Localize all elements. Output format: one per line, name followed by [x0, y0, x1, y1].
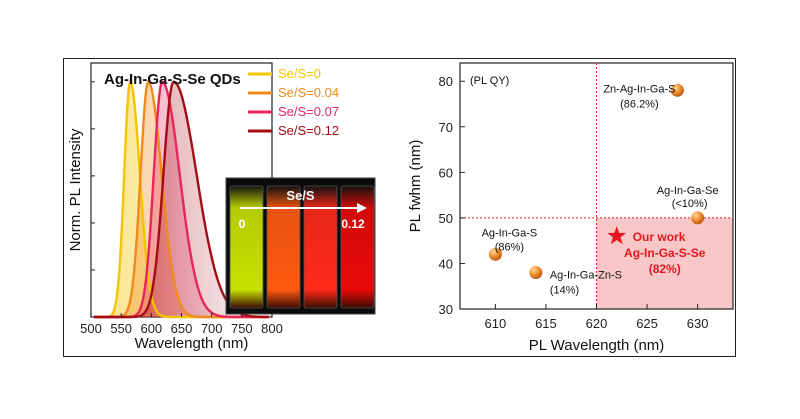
vials-photo-inset: Se/S 0 0.12 — [225, 177, 376, 315]
legend: Se/S=0 Se/S=0.04 Se/S=0.07 Se/S=0.12 — [248, 66, 339, 138]
point-qy: (86%) — [495, 241, 524, 253]
star-icon — [607, 226, 627, 245]
x-tick-label: 615 — [535, 316, 557, 331]
vial — [340, 185, 375, 309]
legend-label: Se/S=0.04 — [278, 85, 339, 100]
data-points: Zn-Ag-In-Ga-S (86.2%) Ag-In-Ga-Se(<10%) Ag-… — [482, 83, 719, 296]
x-tick-label: 600 — [140, 321, 162, 336]
x-tick-label: 610 — [485, 316, 507, 331]
x-tick-label: 550 — [110, 321, 132, 336]
star-name: Ag-In-Ga-S-Se — [624, 246, 706, 260]
y-axis-ticks: 30 40 50 60 70 80 — [439, 74, 465, 317]
data-point — [670, 83, 684, 97]
x-axis-label: PL Wavelength (nm) — [529, 337, 665, 354]
vial — [303, 185, 338, 309]
point-qy: (86.2%) — [620, 98, 659, 110]
y-axis-ticks — [91, 81, 95, 271]
legend-label: Se/S=0.12 — [278, 123, 339, 138]
star-qy: (82%) — [649, 262, 681, 276]
y-tick-label: 30 — [439, 302, 453, 317]
legend-label: Se/S=0 — [278, 66, 321, 81]
x-tick-label: 800 — [261, 321, 283, 336]
point-label: Ag-In-Ga-Se — [657, 185, 719, 197]
point-label: Zn-Ag-In-Ga-S — [603, 83, 675, 95]
data-point — [691, 211, 705, 225]
point-qy: (14%) — [550, 285, 579, 297]
point-label: Ag-In-Ga-Zn-S — [550, 270, 622, 282]
vial — [229, 185, 264, 309]
point-qy: (<10%) — [672, 198, 708, 210]
inset-end-label: 0.12 — [341, 217, 365, 231]
inset-start-label: 0 — [239, 217, 246, 231]
x-tick-label: 630 — [687, 316, 709, 331]
legend-note: (PL QY) — [470, 75, 509, 87]
x-tick-label: 500 — [80, 321, 102, 336]
x-tick-label: 750 — [231, 321, 253, 336]
y-tick-label: 40 — [439, 256, 453, 271]
inset-label: Se/S — [286, 188, 315, 203]
legend-label: Se/S=0.07 — [278, 104, 339, 119]
y-tick-label: 70 — [439, 120, 453, 135]
curve-fill-Se/S=0.04 — [94, 81, 269, 317]
our-work-marker: Our work Ag-In-Ga-S-Se (82%) — [607, 226, 706, 276]
chart-title: Ag-In-Ga-S-Se QDs — [104, 71, 241, 88]
curve-fill-Se/S=0.12 — [94, 81, 269, 317]
vial — [266, 185, 301, 309]
x-axis-label: Wavelength (nm) — [135, 335, 249, 352]
star-label: Our work — [633, 230, 686, 244]
x-tick-label: 625 — [636, 316, 658, 331]
pl-spectra-chart: 500 550 600 650 700 750 800 Ag-In-Ga-S-Se QDs … — [67, 62, 376, 352]
data-point — [529, 266, 543, 280]
point-label: Ag-In-Ga-S — [482, 227, 538, 239]
curve-fills — [94, 81, 269, 317]
y-tick-label: 60 — [439, 165, 453, 180]
x-tick-label: 620 — [586, 316, 608, 331]
y-axis-label: Norm. PL Intensity — [67, 128, 84, 251]
x-tick-label: 650 — [171, 321, 193, 336]
y-axis-label: PL fwhm (nm) — [407, 140, 424, 233]
arrow-head — [357, 203, 367, 213]
vials — [229, 185, 375, 309]
y-tick-label: 80 — [439, 74, 453, 89]
x-tick-label: 700 — [201, 321, 223, 336]
x-axis-ticks: 610 615 620 625 630 — [485, 304, 709, 331]
fwhm-scatter-chart: 610 615 620 625 630 30 40 50 60 70 80 PL Waveleng… — [407, 62, 734, 354]
data-point — [488, 247, 502, 261]
y-tick-label: 50 — [439, 211, 453, 226]
figure-frame — [63, 58, 736, 357]
x-axis-ticks: 500 550 600 650 700 750 800 — [80, 313, 283, 336]
